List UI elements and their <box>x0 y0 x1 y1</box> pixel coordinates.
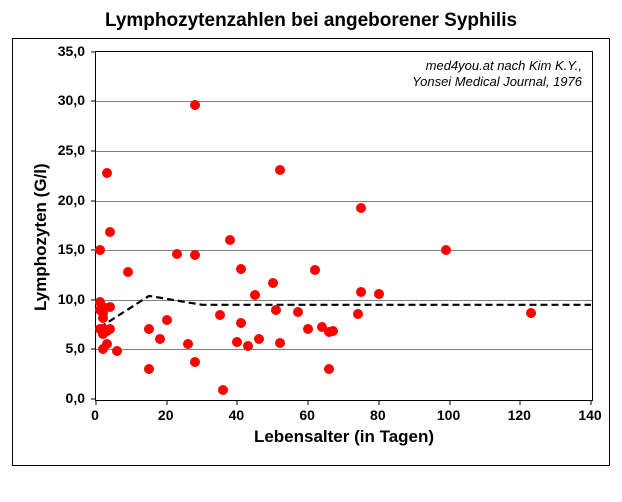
data-point <box>236 318 246 328</box>
data-point <box>526 308 536 318</box>
y-tick-label: 30,0 <box>58 92 85 108</box>
data-point <box>123 267 133 277</box>
trend-line <box>96 52 594 402</box>
data-point <box>162 315 172 325</box>
data-point <box>271 305 281 315</box>
chart-container: Lymphozytenzahlen bei angeborener Syphil… <box>0 0 622 502</box>
data-point <box>190 250 200 260</box>
data-point <box>112 346 122 356</box>
chart-frame: med4you.at nach Kim K.Y.,Yonsei Medical … <box>12 38 610 466</box>
data-point <box>155 334 165 344</box>
data-point <box>310 265 320 275</box>
plot-area: med4you.at nach Kim K.Y.,Yonsei Medical … <box>95 51 593 401</box>
data-point <box>275 338 285 348</box>
y-tick-label: 35,0 <box>58 43 85 59</box>
data-point <box>218 385 228 395</box>
data-point <box>190 357 200 367</box>
data-point <box>190 100 200 110</box>
data-point <box>243 341 253 351</box>
y-axis-title: Lymphozyten (G/l) <box>31 163 51 311</box>
chart-title: Lymphozytenzahlen bei angeborener Syphil… <box>12 10 610 32</box>
y-tick-label: 10,0 <box>58 291 85 307</box>
data-point <box>232 337 242 347</box>
data-point <box>183 339 193 349</box>
x-tick-label: 80 <box>370 407 386 423</box>
x-tick-label: 20 <box>158 407 174 423</box>
data-point <box>215 310 225 320</box>
data-point <box>102 168 112 178</box>
x-tick-label: 140 <box>578 407 601 423</box>
x-tick-label: 120 <box>508 407 531 423</box>
y-tick-label: 25,0 <box>58 142 85 158</box>
data-point <box>95 245 105 255</box>
data-point <box>353 309 363 319</box>
y-tick-label: 15,0 <box>58 241 85 257</box>
data-point <box>356 287 366 297</box>
data-point <box>105 302 115 312</box>
data-point <box>356 203 366 213</box>
data-point <box>254 334 264 344</box>
data-point <box>144 324 154 334</box>
y-tick-label: 5,0 <box>66 340 85 356</box>
y-tick-label: 20,0 <box>58 192 85 208</box>
x-tick-label: 0 <box>91 407 99 423</box>
data-point <box>105 324 115 334</box>
x-tick-label: 60 <box>299 407 315 423</box>
data-point <box>293 307 303 317</box>
data-point <box>250 290 260 300</box>
data-point <box>268 278 278 288</box>
data-point <box>328 326 338 336</box>
data-point <box>105 227 115 237</box>
x-axis-title: Lebensalter (in Tagen) <box>254 427 434 447</box>
data-point <box>144 364 154 374</box>
data-point <box>374 289 384 299</box>
data-point <box>172 249 182 259</box>
data-point <box>441 245 451 255</box>
data-point <box>102 339 112 349</box>
data-point <box>275 165 285 175</box>
data-point <box>324 364 334 374</box>
x-tick-label: 100 <box>437 407 460 423</box>
data-point <box>225 235 235 245</box>
x-tick-label: 40 <box>229 407 245 423</box>
y-tick-label: 0,0 <box>66 390 85 406</box>
data-point <box>236 264 246 274</box>
data-point <box>303 324 313 334</box>
